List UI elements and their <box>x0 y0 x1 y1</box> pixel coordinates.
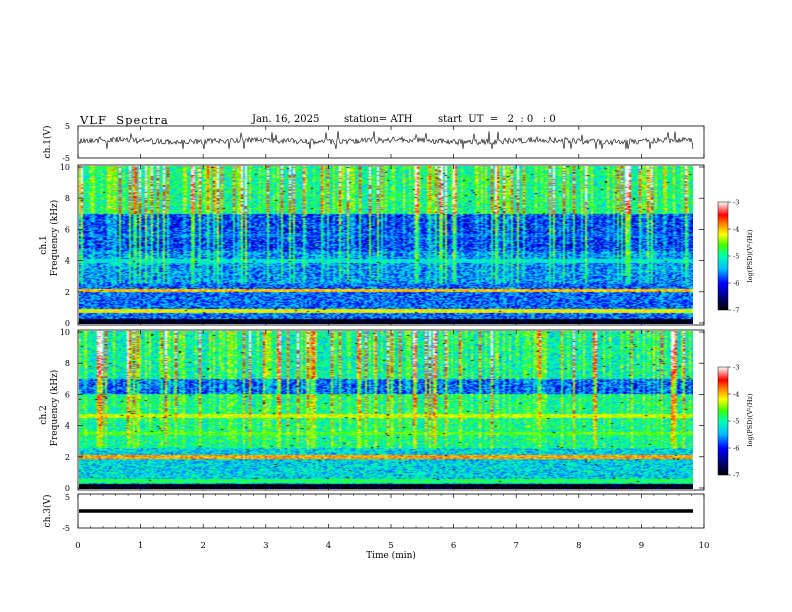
ch1-colorbar-gradient <box>717 201 729 311</box>
start-ut-label: start UT = 2 : 0 : 0 <box>438 114 556 125</box>
station-label: station= ATH <box>344 114 413 125</box>
frequency-tick-label: 10 <box>60 328 70 337</box>
colorbar-tick-label: -7 <box>733 472 739 480</box>
ch1-spectrogram-panel: 0 2 4 6 8 10 ch.1 Frequency (kHz) <box>39 163 705 328</box>
ch3-waveform-panel: 5 -5 ch.3(V) <box>42 493 705 533</box>
frequency-tick-label: 6 <box>65 390 70 399</box>
ch3-ytick-top: 5 <box>65 493 70 502</box>
ch1-spectrogram-ylabel-line1: ch.1 <box>39 235 49 254</box>
ch1-waveform-panel: 5 -5 ch.1(V) <box>42 122 705 163</box>
frequency-tick-label: 2 <box>65 288 70 297</box>
time-tick-label: 6 <box>451 541 456 551</box>
time-axis-label: Time (min) <box>366 550 416 561</box>
ch1-waveform-series <box>78 130 694 150</box>
colorbar-tick-label: -6 <box>733 445 739 453</box>
ch1-ytick-bottom: -5 <box>62 154 70 163</box>
time-tick-label: 7 <box>513 541 518 551</box>
frequency-tick-label: 2 <box>65 453 70 462</box>
figure-title: VLF Spectra <box>80 113 169 127</box>
frequency-tick-label: 0 <box>65 319 70 328</box>
ch1-colorbar-label: log(PSD)(V²/Hz) <box>746 229 754 282</box>
ch3-ytick-bottom: -5 <box>62 524 70 533</box>
colorbar-tick-label: -3 <box>733 364 739 372</box>
ch2-spectrogram-image <box>79 331 693 489</box>
time-tick-label: 8 <box>576 541 581 551</box>
ch2-colorbar-label: log(PSD)(V²/Hz) <box>746 393 754 446</box>
frequency-tick-label: 6 <box>65 225 70 234</box>
ch1-ytick-top: 5 <box>65 122 70 131</box>
ch1-waveform-frame <box>77 125 705 159</box>
colorbar-tick-label: -6 <box>733 280 739 288</box>
ch1-colorbar: -3 -4 -5 -6 -7 log(PSD)(V²/Hz) <box>717 199 754 315</box>
colorbar-tick-label: -3 <box>733 199 739 207</box>
frequency-tick-label: 4 <box>65 257 70 266</box>
frequency-tick-label: 0 <box>65 484 70 493</box>
frequency-tick-label: 8 <box>65 194 70 203</box>
ch2-spectrogram-ylabel-line1: ch.2 <box>39 405 49 424</box>
ch2-colorbar: -3 -4 -5 -6 -7 log(PSD)(V²/Hz) <box>717 364 754 480</box>
ch2-colorbar-gradient <box>717 366 729 476</box>
ch1-waveform-ylabel: ch.1(V) <box>42 126 53 159</box>
colorbar-tick-label: -7 <box>733 307 739 315</box>
time-tick-label: 3 <box>263 541 268 551</box>
time-axis: 0 1 2 3 4 5 6 7 8 9 10 <box>75 126 709 551</box>
frequency-tick-label: 8 <box>65 359 70 368</box>
ch2-spectrogram-ylabel-line2: Frequency (kHz) <box>49 370 60 447</box>
ch1-spectrogram-ylabel-line2: Frequency (kHz) <box>49 200 60 277</box>
colorbar-tick-label: -5 <box>733 253 739 261</box>
time-tick-label: 5 <box>388 541 393 551</box>
ch1-spectrogram-image <box>79 166 693 324</box>
time-tick-label: 10 <box>699 541 710 551</box>
colorbar-tick-label: -4 <box>733 226 739 234</box>
ch2-spectrogram-panel: 0 2 4 6 8 10 ch.2 Frequency (kHz) <box>39 328 705 493</box>
frequency-tick-label: 4 <box>65 422 70 431</box>
time-tick-label: 0 <box>75 541 80 551</box>
date-label: Jan. 16, 2025 <box>252 114 320 125</box>
colorbar-tick-label: -5 <box>733 418 739 426</box>
time-tick-label: 9 <box>639 541 644 551</box>
time-tick-label: 1 <box>138 541 143 551</box>
colorbar-tick-label: -4 <box>733 391 739 399</box>
time-tick-label: 4 <box>326 541 331 551</box>
ch3-waveform-ylabel: ch.3(V) <box>42 495 53 528</box>
time-tick-label: 2 <box>200 541 205 551</box>
frequency-tick-label: 10 <box>60 163 70 172</box>
